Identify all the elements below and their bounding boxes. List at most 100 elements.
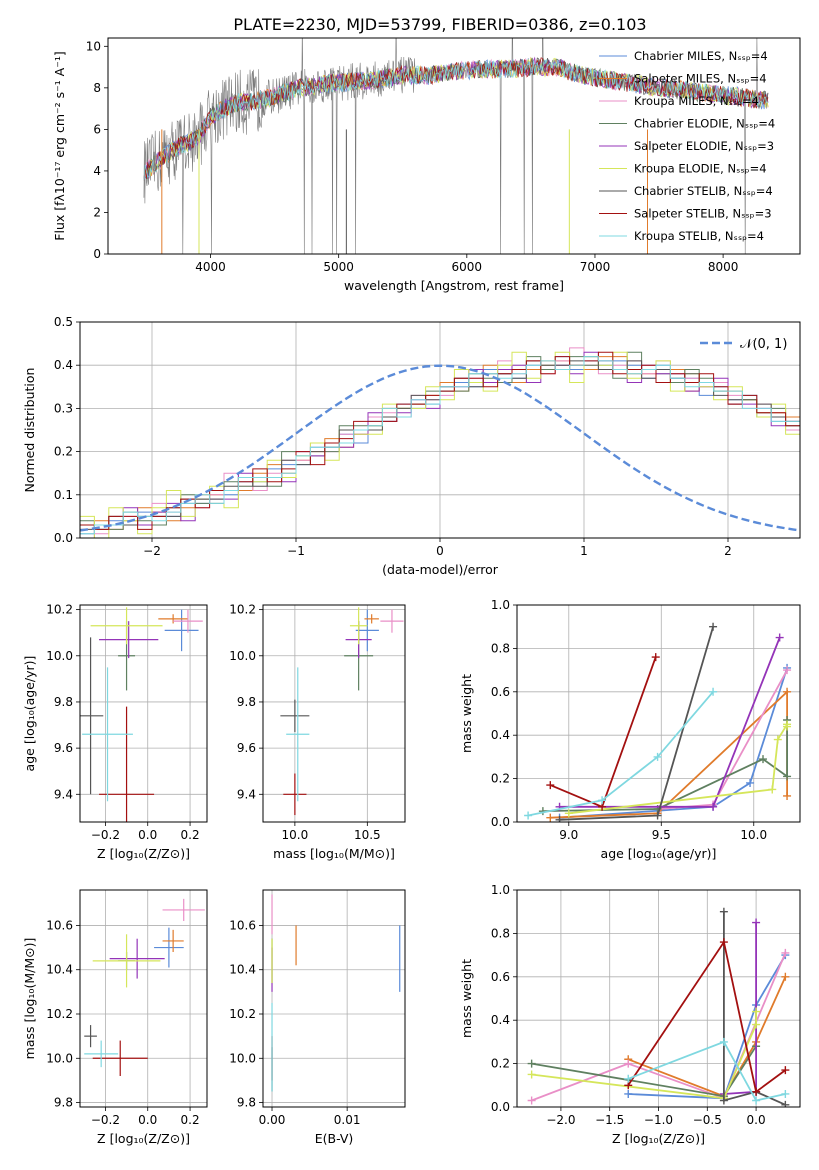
weight-point-c7 xyxy=(719,938,728,947)
x-tick-label: 2 xyxy=(724,544,732,558)
y-tick-label: 0.6 xyxy=(491,970,510,984)
weight-point-c3 xyxy=(527,1059,536,1068)
weight-line-c2 xyxy=(659,669,788,810)
weight-point-c8 xyxy=(781,1089,790,1098)
weight-point-c3 xyxy=(759,755,768,764)
x-tick-label: 8000 xyxy=(708,260,739,274)
weight-point-c5 xyxy=(527,1070,536,1079)
weight-point-c4 xyxy=(752,918,761,927)
y-tick-label: 9.4 xyxy=(54,787,73,801)
weight-line-c6 xyxy=(723,911,786,1106)
axes-frame xyxy=(516,889,801,1108)
x-tick-label: 9.0 xyxy=(559,828,578,842)
x-tick-label: 9.5 xyxy=(652,828,671,842)
x-tick-label: −1.5 xyxy=(595,1113,624,1127)
panel-z-mass: −0.2 0.0 0.2 9.8 10.0 10.2 10.4 10.6 Z [log₁₀(Z/… xyxy=(22,889,208,1146)
weight-line-c8 xyxy=(527,691,714,817)
y-tick-label: 10.0 xyxy=(229,649,256,663)
x-tick-label: −1 xyxy=(287,544,305,558)
panel-age-weight: 9.0 9.5 10.0 0.0 0.2 0.4 0.6 0.8 1.0 age [log₁₀(a… xyxy=(459,598,801,861)
y-tick-label: 9.4 xyxy=(237,787,256,801)
panel-mass-age: 10.0 10.5 9.4 9.6 9.8 10.0 10.2 mass [log₁₀(M/M… xyxy=(229,603,406,861)
legend-label: Salpeter STELIB, Nₛₛₚ=3 xyxy=(634,207,772,221)
x-tick-label: 5000 xyxy=(323,260,354,274)
figure-title: PLATE=2230, MJD=53799, FIBERID=0386, z=0… xyxy=(233,15,646,34)
plot-area xyxy=(263,605,405,822)
y-tick-label: 4 xyxy=(93,164,101,178)
plot-area xyxy=(143,38,769,254)
residual-histogram-c0 xyxy=(80,356,800,535)
x-axis-label: Z [log₁₀(Z/Z⊙)] xyxy=(97,846,190,861)
y-tick-label: 0.0 xyxy=(491,815,510,829)
weight-point-c1 xyxy=(783,687,792,696)
x-tick-label: 0 xyxy=(436,544,444,558)
weight-point-c4 xyxy=(775,633,784,642)
x-tick-label: −0.5 xyxy=(693,1113,722,1127)
weight-line-c7 xyxy=(549,656,657,808)
legend-label: Kroupa ELODIE, Nₛₛₚ=4 xyxy=(634,162,767,176)
weight-point-c8 xyxy=(752,1096,761,1105)
y-tick-label: 0.6 xyxy=(491,685,510,699)
legend-label: Chabrier STELIB, Nₛₛₚ=4 xyxy=(634,184,773,198)
axes-frame xyxy=(79,321,801,539)
model-spectrum-c8 xyxy=(143,59,769,181)
y-tick-label: 10.2 xyxy=(229,1007,256,1021)
x-axis-label: Z [log₁₀(Z/Z⊙)] xyxy=(97,1131,190,1146)
y-tick-label: 0.2 xyxy=(54,445,73,459)
weight-point-c5 xyxy=(564,809,573,818)
weight-point-c6 xyxy=(709,622,718,631)
y-tick-label: 10.6 xyxy=(46,918,73,932)
x-tick-label: −2 xyxy=(143,544,161,558)
weight-line-c1 xyxy=(627,976,787,1098)
normal-distribution-curve xyxy=(80,364,800,532)
residual-histogram-c5 xyxy=(80,351,800,538)
y-tick-label: 10.0 xyxy=(46,649,73,663)
residual-histogram-c7 xyxy=(80,351,800,530)
y-tick-label: 9.8 xyxy=(237,695,256,709)
weight-point-c8 xyxy=(653,752,662,761)
y-tick-label: 9.6 xyxy=(237,741,256,755)
x-tick-label: 4000 xyxy=(195,260,226,274)
x-tick-label: −1.0 xyxy=(644,1113,673,1127)
y-tick-label: 10.4 xyxy=(46,963,73,977)
y-tick-label: 10.2 xyxy=(46,603,73,617)
y-tick-label: 0 xyxy=(93,247,101,261)
weight-line-c0 xyxy=(559,667,788,819)
x-tick-label: 0.0 xyxy=(138,1113,157,1127)
y-tick-label: 0.5 xyxy=(54,315,73,329)
weight-line-c7 xyxy=(627,939,786,1094)
x-axis-label: mass [log₁₀(M/M⊙)] xyxy=(273,846,395,861)
y-axis-label: mass weight xyxy=(459,674,474,753)
weight-point-c8 xyxy=(524,811,533,820)
x-tick-label: 10.0 xyxy=(740,828,767,842)
weight-point-c8 xyxy=(719,1037,728,1046)
weight-line-c8 xyxy=(627,1040,786,1102)
x-tick-label: 6000 xyxy=(452,260,483,274)
panel-z-weight: −2.0 −1.5 −1.0 −0.5 0.0 0.0 0.2 0.4 0.6 0.8 1.0 Z [… xyxy=(459,883,801,1146)
x-tick-label: −2.0 xyxy=(546,1113,575,1127)
x-tick-label: 1 xyxy=(580,544,588,558)
plot-area xyxy=(80,890,207,1107)
weight-point-c0 xyxy=(746,778,755,787)
axes-frame xyxy=(79,889,208,1108)
x-tick-label: 0.2 xyxy=(181,828,200,842)
axes-frame xyxy=(262,889,406,1108)
y-axis-label: Flux [fλ10⁻¹⁷ erg cm⁻² s⁻¹ A⁻¹] xyxy=(52,51,67,240)
y-tick-label: 0.8 xyxy=(491,641,510,655)
y-tick-label: 10.4 xyxy=(229,963,256,977)
weight-point-c2 xyxy=(783,666,792,675)
plot-area xyxy=(80,605,207,822)
panel-z-age: −0.2 0.0 0.2 9.4 9.6 9.8 10.0 10.2 Z [log₁₀(Z/Z⊙… xyxy=(22,603,208,861)
weight-point-c4 xyxy=(709,802,718,811)
y-tick-label: 2 xyxy=(93,205,101,219)
y-tick-label: 9.8 xyxy=(237,1096,256,1110)
weight-point-c5 xyxy=(752,1020,761,1029)
panel-residuals: −2 −1 0 1 2 0.0 0.1 0.2 0.3 0.4 0.5 (data-model)/er… xyxy=(22,315,801,577)
plot-area xyxy=(263,890,405,1107)
residual-histogram-c3 xyxy=(80,351,800,530)
x-tick-label: 7000 xyxy=(580,260,611,274)
x-tick-label: 10.0 xyxy=(282,828,309,842)
y-tick-label: 9.8 xyxy=(54,695,73,709)
weight-point-c6 xyxy=(719,907,728,916)
